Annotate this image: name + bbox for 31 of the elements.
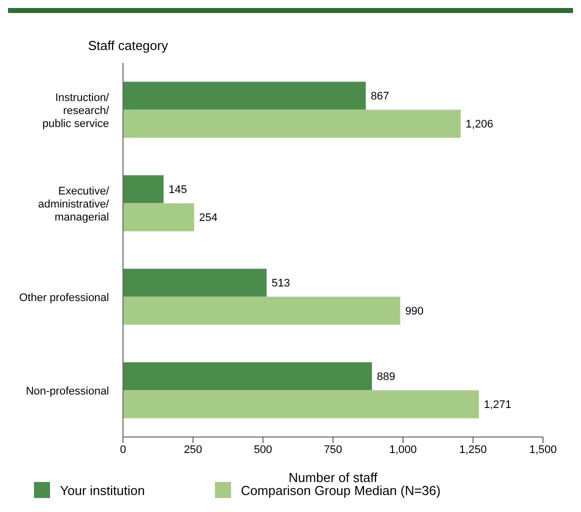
legend-label: Your institution (59, 482, 145, 498)
data-label: 513 (272, 278, 290, 290)
data-label: 990 (405, 306, 424, 318)
bar (123, 175, 164, 204)
y-tick-label: Non-professional (26, 385, 109, 398)
x-tick-label: 250 (184, 444, 202, 456)
x-tick-label: 1,500 (529, 444, 557, 456)
bar (123, 110, 461, 138)
x-tick-label: 500 (254, 444, 272, 456)
data-label: 867 (370, 90, 390, 103)
bar (123, 362, 372, 390)
bar (123, 203, 194, 232)
data-label: 1,206 (466, 118, 494, 131)
y-tick-label: Other professional (19, 292, 109, 304)
bar (123, 268, 267, 297)
y-tick-label: Executive/ administrative/ managerial (38, 185, 110, 224)
x-tick-label: 750 (324, 444, 342, 456)
data-label: 254 (199, 212, 218, 224)
x-tick-label: 0 (120, 444, 126, 456)
data-label: 145 (168, 184, 187, 196)
y-axis-title: Staff category (88, 38, 168, 53)
x-axis-title: Number of staff (288, 470, 378, 485)
y-tick-label: Instruction/ research/ public service (42, 92, 110, 130)
bar (123, 296, 400, 325)
data-label: 1,271 (484, 399, 512, 412)
x-tick-label: 1,000 (389, 444, 417, 456)
data-label: 889 (376, 371, 396, 384)
bar (123, 390, 479, 418)
legend-label: Comparison Group Median (N=36) (240, 482, 441, 498)
bar (123, 82, 366, 110)
x-tick-label: 1,250 (459, 444, 487, 456)
